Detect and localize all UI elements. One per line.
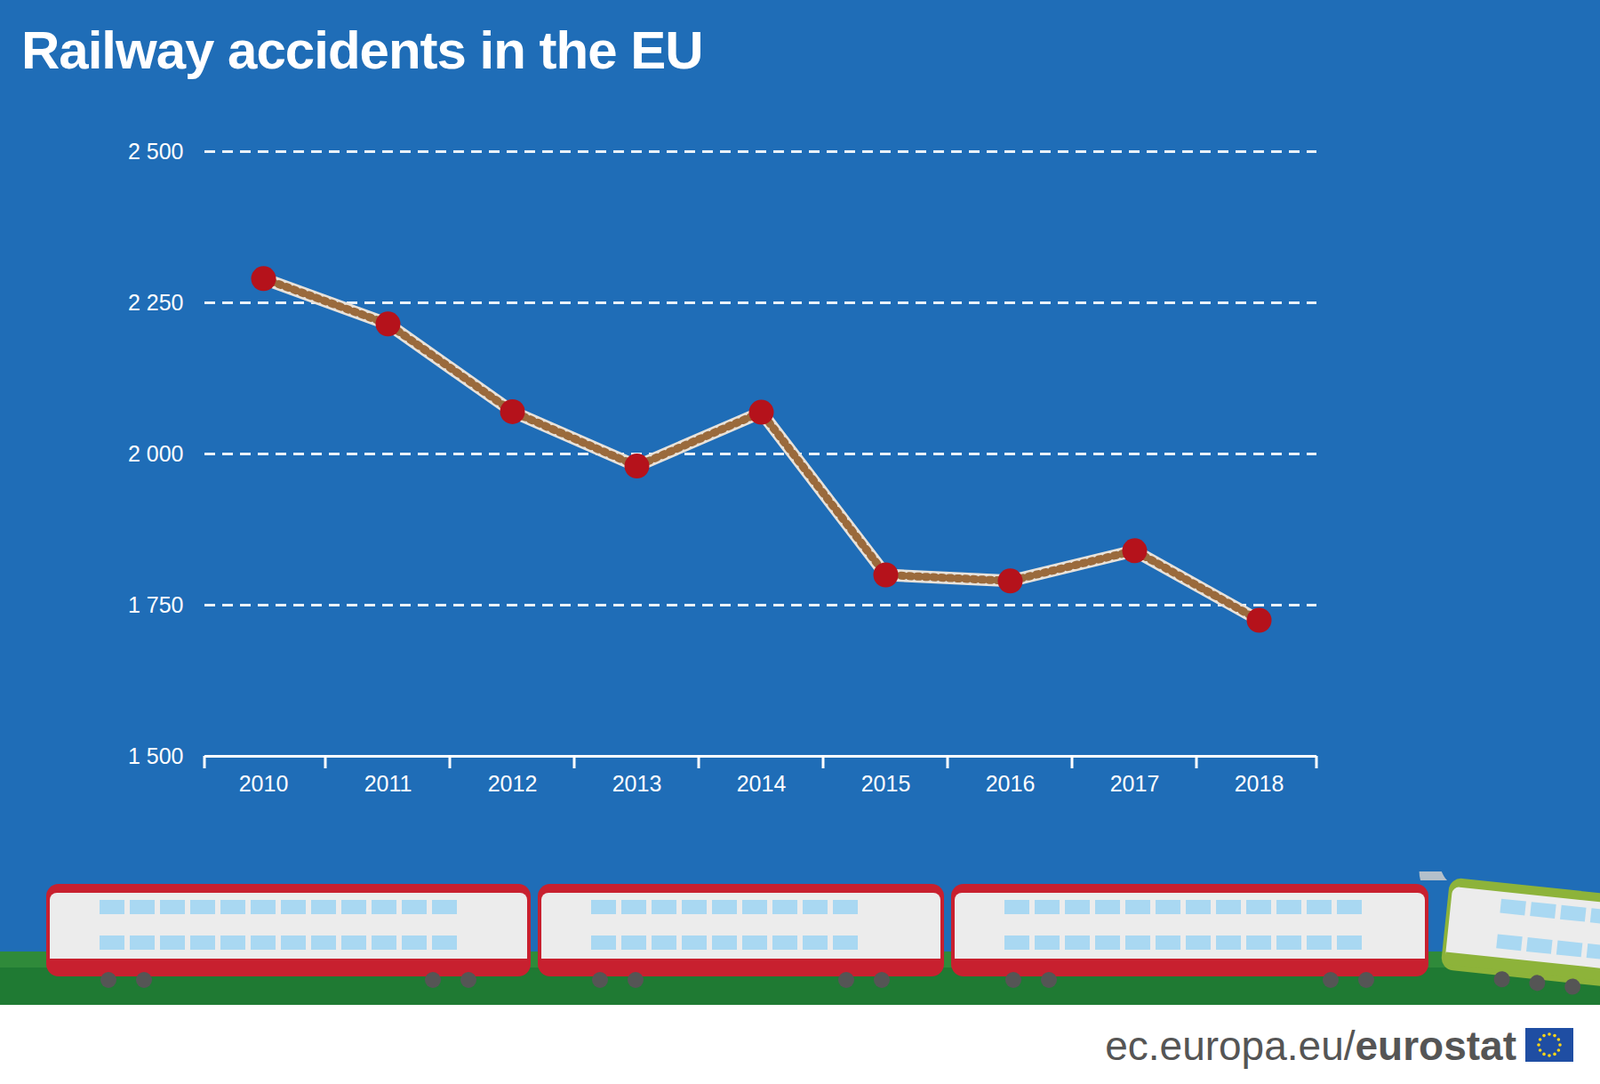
svg-text:2010: 2010 bbox=[239, 770, 289, 796]
svg-text:1 500: 1 500 bbox=[128, 743, 184, 768]
svg-text:ec.europa.eu/eurostat: ec.europa.eu/eurostat bbox=[1104, 1022, 1517, 1069]
svg-text:2011: 2011 bbox=[364, 770, 413, 796]
svg-text:2 250: 2 250 bbox=[128, 289, 184, 315]
svg-text:2 000: 2 000 bbox=[128, 440, 184, 466]
svg-text:2 500: 2 500 bbox=[128, 138, 184, 164]
svg-text:2018: 2018 bbox=[1234, 770, 1285, 796]
svg-text:2017: 2017 bbox=[1110, 770, 1160, 796]
svg-text:2016: 2016 bbox=[985, 770, 1036, 796]
svg-text:2014: 2014 bbox=[736, 770, 787, 796]
html-text:Railway accidents in the EU: Railway accidents in the EU bbox=[21, 20, 703, 80]
svg-text:1 750: 1 750 bbox=[128, 592, 184, 617]
svg-text:2015: 2015 bbox=[861, 770, 912, 796]
svg-text:2012: 2012 bbox=[488, 770, 538, 796]
svg-text:2013: 2013 bbox=[612, 770, 663, 796]
